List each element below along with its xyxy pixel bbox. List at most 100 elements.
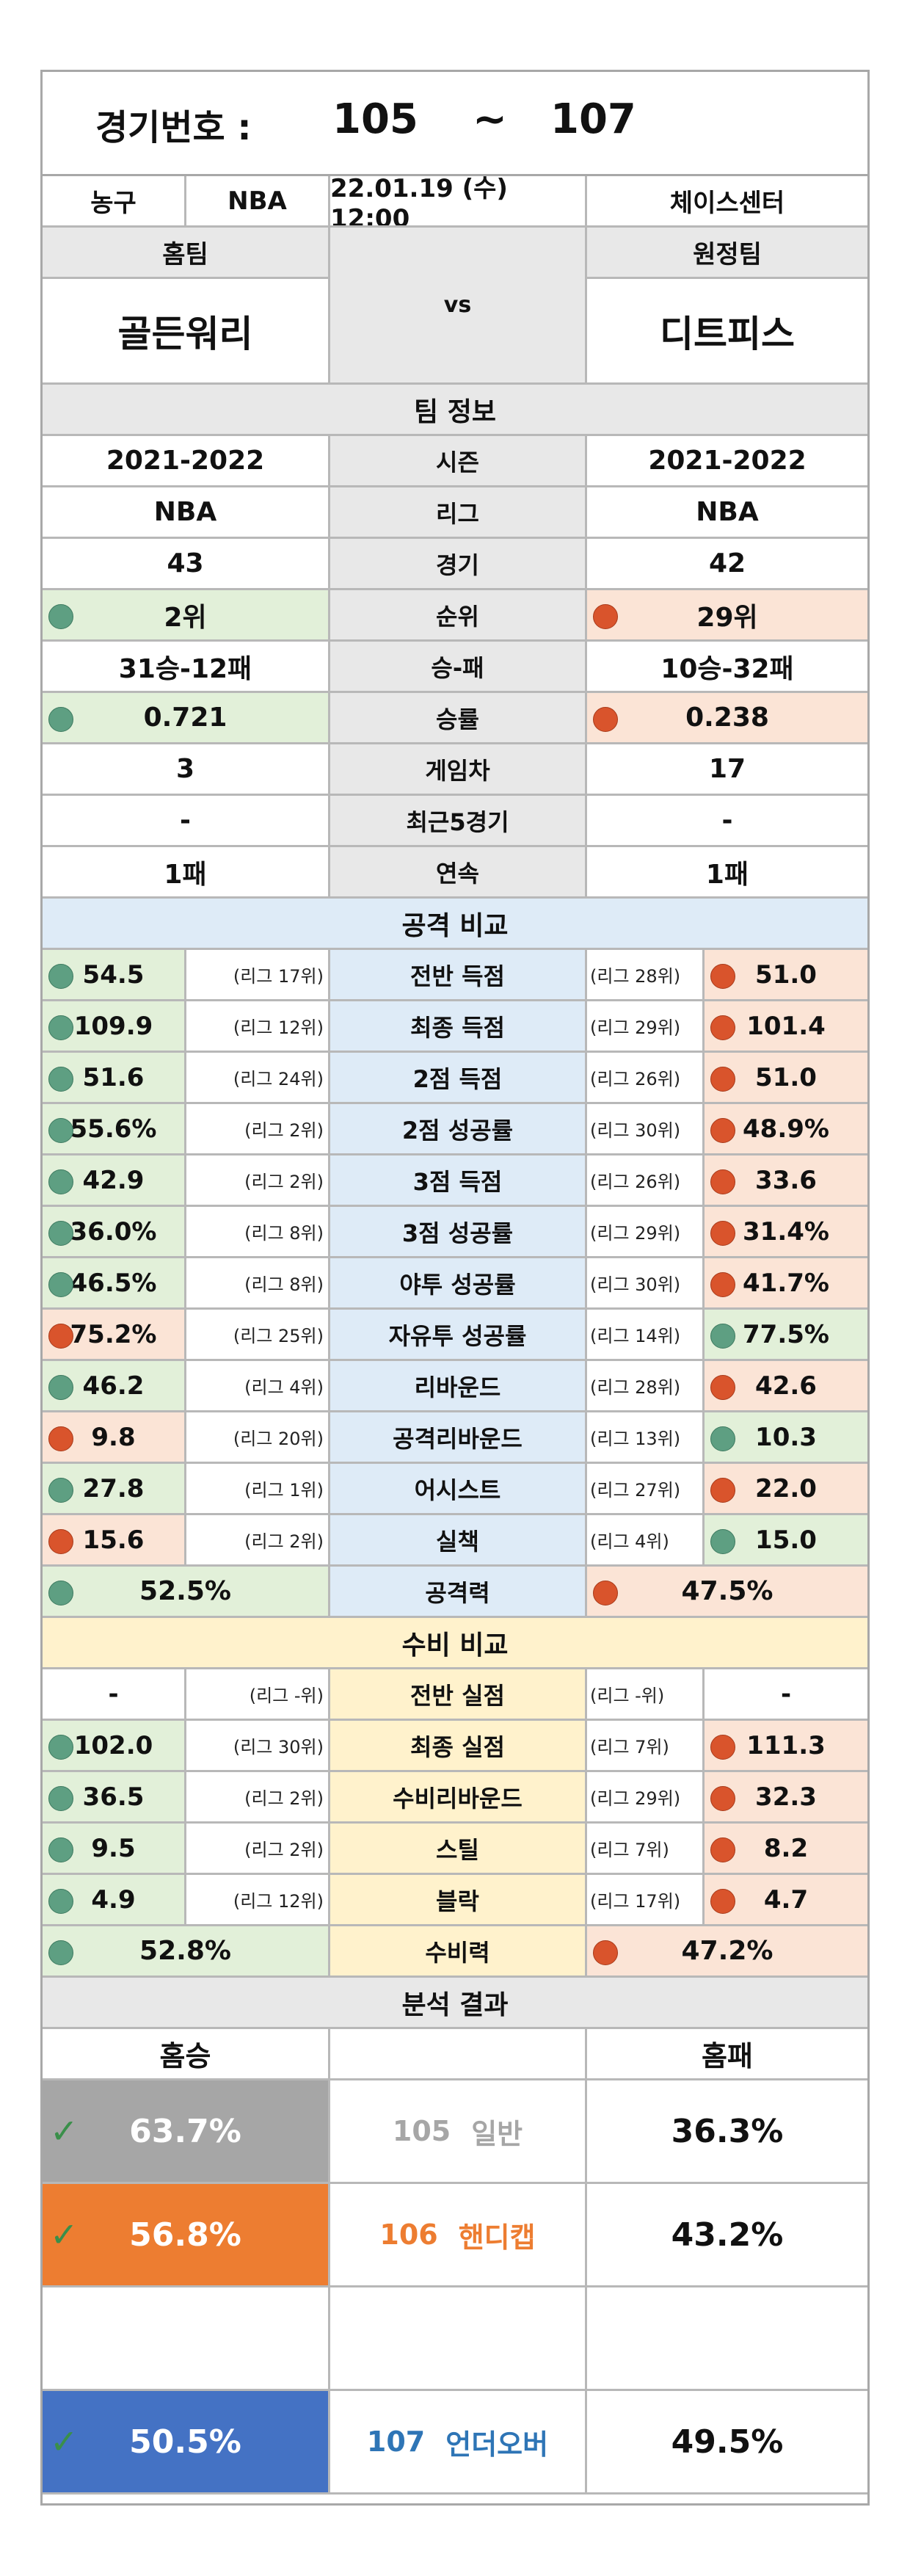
stat-label: 순위	[330, 590, 587, 639]
away-value: -	[780, 1679, 792, 1709]
away-value: 22.0	[705, 1464, 867, 1513]
stat-label: 실책	[330, 1515, 587, 1564]
home-value: 42.9	[43, 1155, 186, 1205]
home-rank: (리그 8위)	[186, 1207, 330, 1256]
attack-row: 9.8 (리그 20위) 공격리바운드 (리그 13위) 10.3	[43, 1412, 867, 1464]
away-value: 32.3	[705, 1772, 867, 1821]
home-value: 1패	[43, 847, 330, 896]
home-rank: (리그 4위)	[186, 1361, 330, 1410]
defense-header-title: 수비 비교	[401, 1630, 509, 1661]
home-rank: (리그 8위)	[186, 1258, 330, 1307]
stat-label: 리그	[330, 487, 587, 537]
away-rank: (리그 14위)	[587, 1310, 705, 1359]
bet-type: 105 일반	[330, 2080, 587, 2182]
defense-row: 4.9 (리그 12위) 블락 (리그 17위) 4.7	[43, 1875, 867, 1926]
away-value: 2021-2022	[648, 446, 807, 476]
venue: 체이스센터	[669, 189, 785, 218]
defense-header: 수비 비교	[43, 1618, 867, 1669]
away-rank: (리그 27위)	[587, 1464, 705, 1513]
stat-label: 전반 득점	[330, 950, 587, 999]
stat-label: 자유투 성공률	[330, 1310, 587, 1359]
home-rank: (리그 25위)	[186, 1310, 330, 1359]
checkmark-icon: ✓	[50, 2111, 79, 2151]
home-value: 2위	[43, 590, 330, 639]
attack-row: 36.0% (리그 8위) 3점 성공률 (리그 29위) 31.4%	[43, 1207, 867, 1258]
green-dot-icon	[710, 1529, 735, 1554]
attack-row: 46.5% (리그 8위) 야투 성공률 (리그 30위) 41.7%	[43, 1258, 867, 1310]
home-value: -	[43, 796, 330, 845]
attack-row: 46.2 (리그 4위) 리바운드 (리그 28위) 42.6	[43, 1361, 867, 1412]
green-dot-icon	[48, 1735, 73, 1760]
home-win-value: 63.7%	[129, 2112, 241, 2150]
away-value: 31.4%	[705, 1207, 867, 1256]
green-dot-icon	[48, 1889, 73, 1914]
green-dot-icon	[48, 1375, 73, 1400]
orange-dot-icon	[593, 707, 618, 732]
home-team-name: 골든워리	[43, 279, 330, 382]
orange-dot-icon	[710, 1221, 735, 1246]
away-rank: (리그 13위)	[587, 1412, 705, 1462]
bet-type-label: 핸디캡	[458, 2221, 536, 2254]
away-value: 0.238	[587, 693, 867, 742]
home-rank: (리그 2위)	[186, 1515, 330, 1564]
orange-dot-icon	[710, 1272, 735, 1297]
home-rank: (리그 24위)	[186, 1053, 330, 1102]
home-rank: (리그 12위)	[186, 1001, 330, 1051]
match-number-header: 경기번호 : 105 ~ 107	[43, 72, 867, 176]
away-rank: (리그 17위)	[587, 1875, 705, 1924]
away-rank: (리그 7위)	[587, 1721, 705, 1770]
stat-label: 스틸	[330, 1824, 587, 1873]
home-value: 0.721	[43, 693, 330, 742]
stat-label: 3점 성공률	[330, 1207, 587, 1256]
orange-dot-icon	[710, 1478, 735, 1503]
team-info-row: 2021-2022 시즌 2021-2022	[43, 436, 867, 487]
orange-dot-icon	[710, 1837, 735, 1862]
info-row: 농구 NBA 22.01.19 (수) 12:00 체이스센터	[43, 176, 867, 228]
sport: 농구	[43, 176, 186, 225]
attack-row: 54.5 (리그 17위) 전반 득점 (리그 28위) 51.0	[43, 950, 867, 1001]
home-value: -	[43, 1669, 186, 1719]
home-value: 55.6%	[43, 1104, 186, 1153]
team-info-row: 2위 순위 29위	[43, 590, 867, 642]
attack-row: 15.6 (리그 2위) 실책 (리그 4위) 15.0	[43, 1515, 867, 1567]
stat-label: 리바운드	[330, 1361, 587, 1410]
home-win-value: 56.8%	[129, 2216, 241, 2254]
away-rank: (리그 29위)	[587, 1772, 705, 1821]
away-value: 10.3	[705, 1412, 867, 1462]
stat-label: 최종 득점	[330, 1001, 587, 1051]
match-number-to: 107	[550, 95, 636, 143]
analysis-row: ✓ 50.5% 107 언더오버 49.5%	[43, 2391, 867, 2495]
orange-dot-icon	[710, 1118, 735, 1143]
defense-total-row: 52.8% 수비력 47.2%	[43, 1926, 867, 1978]
away-value: NBA	[696, 497, 759, 527]
away-rank: (리그 26위)	[587, 1155, 705, 1205]
home-win-prob: ✓ 63.7%	[43, 2080, 330, 2182]
home-rank: (리그 1위)	[186, 1464, 330, 1513]
attack-header-title: 공격 비교	[401, 910, 509, 941]
away-total: 47.2%	[587, 1926, 867, 1975]
home-value: 2021-2022	[43, 436, 330, 485]
league: NBA	[186, 176, 330, 225]
stat-label: 3점 득점	[330, 1155, 587, 1205]
green-dot-icon	[48, 1837, 73, 1862]
green-dot-icon	[710, 1426, 735, 1451]
home-rank: (리그 2위)	[186, 1104, 330, 1153]
green-dot-icon	[48, 1118, 73, 1143]
green-dot-icon	[48, 964, 73, 989]
attack-row: 42.9 (리그 2위) 3점 득점 (리그 26위) 33.6	[43, 1155, 867, 1207]
home-rank: (리그 -위)	[186, 1669, 330, 1719]
away-rank: (리그 -위)	[587, 1669, 705, 1719]
home-value: 51.6	[43, 1053, 186, 1102]
green-dot-icon	[48, 1169, 73, 1194]
stat-label: 최종 실점	[330, 1721, 587, 1770]
stat-label: 야투 성공률	[330, 1258, 587, 1307]
home-rank: (리그 2위)	[186, 1824, 330, 1873]
green-dot-icon	[48, 1221, 73, 1246]
defense-row: - (리그 -위) 전반 실점 (리그 -위) -	[43, 1669, 867, 1721]
away-value: 42.6	[705, 1361, 867, 1410]
team-info-row: 1패 연속 1패	[43, 847, 867, 899]
away-value: 33.6	[705, 1155, 867, 1205]
orange-dot-icon	[48, 1324, 73, 1349]
checkmark-icon: ✓	[50, 2422, 79, 2461]
away-rank: (리그 7위)	[587, 1824, 705, 1873]
